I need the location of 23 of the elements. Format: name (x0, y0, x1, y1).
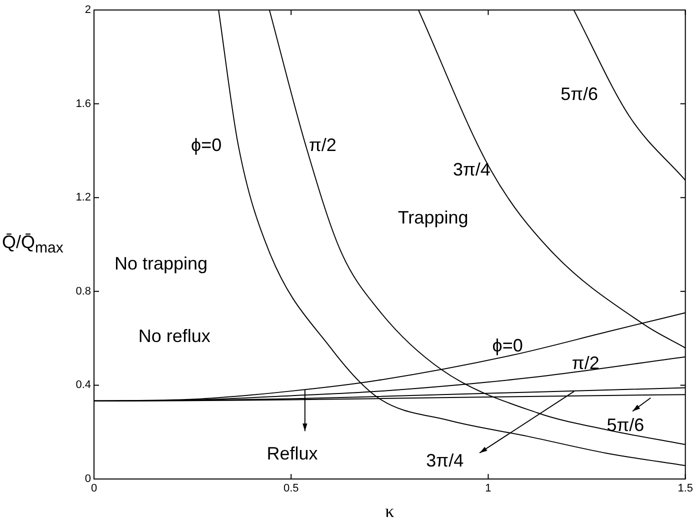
annotation: Reflux (266, 444, 318, 464)
annotation: No reflux (138, 326, 210, 346)
y-tick-label: 1.6 (76, 98, 91, 110)
x-tick-label: 1.5 (678, 482, 694, 495)
x-tick-label: 1 (485, 482, 492, 495)
annotation: Trapping (398, 208, 468, 228)
y-tick-label: 0 (84, 473, 91, 486)
y-tick-label: 0.8 (76, 285, 91, 298)
annotation: 3π/4 (452, 159, 490, 180)
annotation: ϕ=0 (191, 134, 222, 155)
annotation: π/2 (572, 353, 600, 374)
annotation: 3π/4 (426, 450, 464, 470)
y-axis-title: Q̄/Q̄$_{max}$ (2, 232, 64, 257)
annotation: No trapping (114, 253, 208, 274)
y-tick-label: 2 (84, 4, 91, 16)
x-axis-title: κ (385, 500, 394, 521)
annotation: 5π/6 (560, 84, 598, 104)
annotation: π/2 (308, 134, 336, 155)
y-tick-label: 0.4 (76, 379, 91, 392)
annotation: 5π/6 (606, 415, 644, 436)
y-tick-label: 1.2 (76, 192, 91, 204)
annotation: ϕ=0 (492, 335, 523, 356)
x-tick-label: 0.5 (283, 482, 299, 495)
